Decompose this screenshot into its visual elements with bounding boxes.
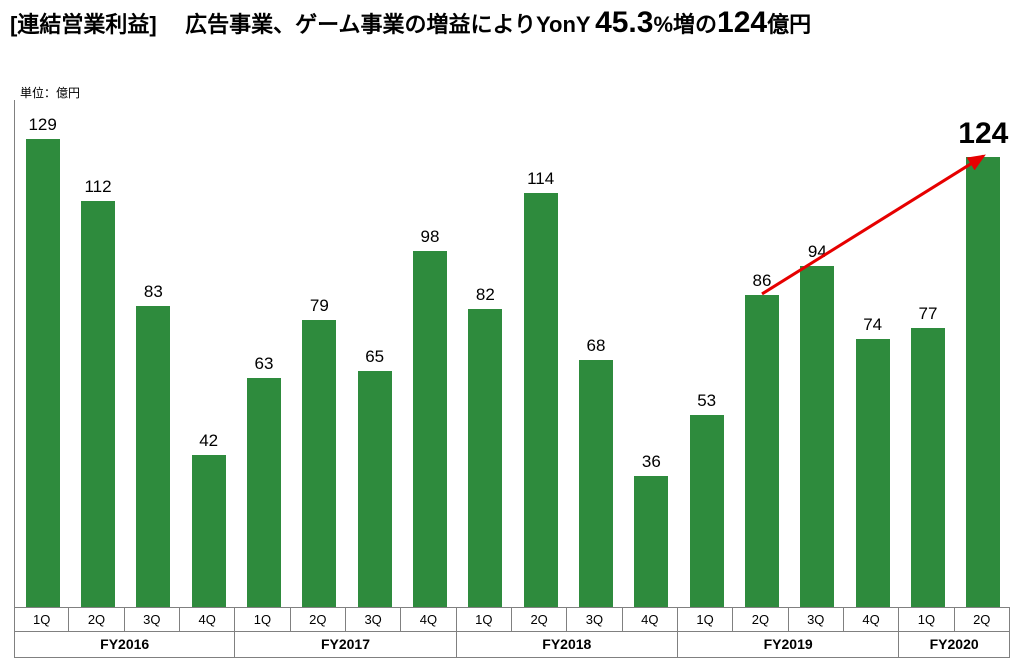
bar-value-label: 114 (511, 169, 571, 189)
title-percent: 45.3%増の (595, 19, 717, 36)
bar-value-label: 74 (843, 315, 903, 335)
bar (302, 320, 336, 607)
bar (358, 371, 392, 607)
slide-title: [連結営業利益] 広告事業、ゲーム事業の増益によりYonY 45.3%増の124… (10, 6, 1014, 40)
title-lead: 広告事業、ゲーム事業の増益によりYonY (185, 12, 591, 37)
plot-area: 129 112 83 42 63 79 65 98 82 114 68 36 53 86 94 7477 124 (14, 100, 1010, 608)
bars-container: 129 112 83 42 63 79 65 98 82 114 68 36 53 86 94 7477 124 (15, 99, 1011, 607)
quarter-cell: 2Q (512, 608, 567, 632)
quarter-cell: 1Q (14, 608, 69, 632)
bar-value-label: 83 (123, 282, 183, 302)
bar-value-label: 94 (787, 242, 847, 262)
bar (81, 201, 115, 607)
fiscal-year-cell: FY2019 (678, 632, 899, 658)
bar-value-label: 124 (953, 117, 1013, 151)
bar (911, 328, 945, 607)
quarter-cell: 1Q (899, 608, 954, 632)
quarter-cell: 3Q (346, 608, 401, 632)
bar (413, 251, 447, 607)
slide: [連結営業利益] 広告事業、ゲーム事業の増益によりYonY 45.3%増の124… (0, 0, 1024, 666)
bar-value-label: 36 (621, 452, 681, 472)
bar-value-label: 86 (732, 271, 792, 291)
quarter-cell: 2Q (955, 608, 1010, 632)
bar-chart: 129 112 83 42 63 79 65 98 82 114 68 36 53 86 94 7477 124 (14, 100, 1010, 608)
quarter-cell: 4Q (401, 608, 456, 632)
quarter-cell: 4Q (180, 608, 235, 632)
title-bracket: [連結営業利益] (10, 12, 157, 37)
bar-value-label: 53 (677, 391, 737, 411)
quarter-cell: 3Q (789, 608, 844, 632)
quarter-cell: 4Q (844, 608, 899, 632)
title-big-value: 124 (717, 6, 767, 39)
bar (468, 309, 502, 607)
bar (136, 306, 170, 607)
bar (579, 360, 613, 607)
bar (26, 139, 60, 607)
quarter-cell: 2Q (291, 608, 346, 632)
bar-value-label: 112 (68, 177, 128, 197)
bar-value-label: 63 (234, 354, 294, 374)
bar (192, 455, 226, 607)
quarter-cell: 2Q (69, 608, 124, 632)
quarter-cell: 2Q (733, 608, 788, 632)
fiscal-year-cell: FY2017 (235, 632, 456, 658)
bar (634, 476, 668, 607)
quarter-cell: 3Q (125, 608, 180, 632)
quarter-cell: 4Q (623, 608, 678, 632)
bar (247, 378, 281, 607)
quarter-cell: 1Q (457, 608, 512, 632)
bar (690, 415, 724, 607)
quarter-cell: 3Q (567, 608, 622, 632)
bar-value-label: 68 (566, 336, 626, 356)
bar-value-label: 98 (400, 227, 460, 247)
bar (800, 266, 834, 607)
title-big-suffix: 億円 (767, 12, 811, 37)
fiscal-year-row: FY2016FY2017FY2018FY2019FY2020 (14, 632, 1010, 658)
bar (745, 295, 779, 607)
fiscal-year-cell: FY2020 (899, 632, 1010, 658)
fiscal-year-cell: FY2016 (14, 632, 235, 658)
fiscal-year-cell: FY2018 (457, 632, 678, 658)
bar-value-label: 77 (898, 304, 958, 324)
quarter-cell: 1Q (235, 608, 290, 632)
bar-value-label: 42 (179, 431, 239, 451)
quarter-row: 1Q2Q3Q4Q1Q2Q3Q4Q1Q2Q3Q4Q1Q2Q3Q4Q1Q2Q (14, 608, 1010, 632)
bar (524, 193, 558, 607)
bar-value-label: 79 (289, 296, 349, 316)
quarter-cell: 1Q (678, 608, 733, 632)
bar-value-label: 82 (455, 285, 515, 305)
bar-value-label: 65 (345, 347, 405, 367)
bar (856, 339, 890, 608)
bar (966, 157, 1000, 607)
bar-value-label: 129 (13, 115, 73, 135)
